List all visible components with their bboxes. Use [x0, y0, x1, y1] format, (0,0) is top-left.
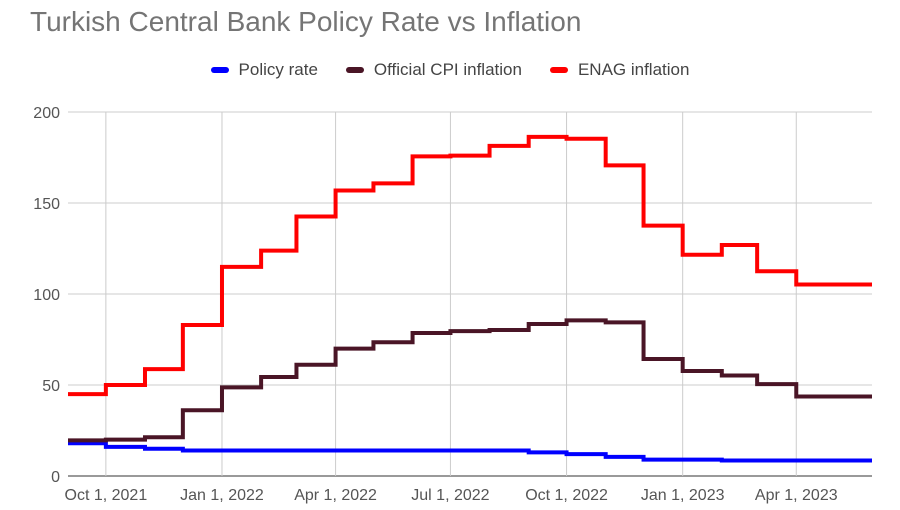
y-tick-label-50: 50 [42, 378, 60, 395]
x-tick-label-6: Apr 1, 2023 [755, 487, 838, 504]
legend-item-official-cpi[interactable]: Official CPI inflation [345, 60, 522, 80]
x-tick-label-3: Jul 1, 2022 [411, 487, 489, 504]
legend-swatch-policy-rate [210, 67, 229, 73]
legend-label-policy-rate: Policy rate [238, 60, 318, 79]
legend-label-enag: ENAG inflation [577, 60, 690, 79]
legend-swatch-enag [549, 67, 568, 73]
y-tick-label-0: 0 [51, 469, 60, 486]
x-tick-label-0: Oct 1, 2021 [65, 487, 148, 504]
x-tick-label-2: Apr 1, 2022 [294, 487, 377, 504]
legend-swatch-official-cpi [345, 67, 364, 73]
x-tick-label-5: Jan 1, 2023 [641, 487, 725, 504]
x-tick-label-1: Jan 1, 2022 [180, 487, 264, 504]
legend-label-official-cpi: Official CPI inflation [373, 60, 522, 79]
y-tick-label-200: 200 [33, 105, 60, 122]
legend: Policy rate Official CPI inflation ENAG … [0, 60, 900, 80]
y-tick-label-100: 100 [33, 287, 60, 304]
legend-item-policy-rate[interactable]: Policy rate [210, 60, 318, 80]
series-line-official-cpi [68, 318, 872, 443]
x-tick-label-4: Oct 1, 2022 [525, 487, 608, 504]
y-tick-label-150: 150 [33, 196, 60, 213]
series-line-policy-rate [68, 441, 872, 463]
chart-title: Turkish Central Bank Policy Rate vs Infl… [30, 6, 582, 37]
series-line-enag [68, 134, 872, 397]
legend-item-enag[interactable]: ENAG inflation [549, 60, 690, 80]
